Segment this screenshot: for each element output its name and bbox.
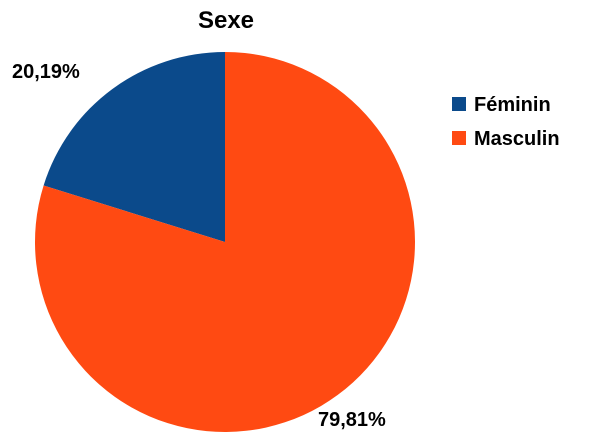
legend-swatch-1: [452, 97, 466, 111]
legend-label-2: Masculin: [474, 128, 560, 150]
pie-slice-1: [43, 52, 225, 242]
pie-slice-2: [34, 52, 415, 433]
slice-labels: 20,19% 79,81%: [12, 61, 386, 431]
slice-label-1: 20,19%: [12, 61, 80, 83]
legend-swatch-2: [452, 131, 466, 145]
legend-label-1: Féminin: [474, 94, 551, 116]
pie-slices: [34, 52, 415, 433]
chart-title: Sexe: [198, 7, 254, 34]
slice-label-2: 79,81%: [318, 409, 386, 431]
legend: Féminin Masculin: [452, 94, 560, 150]
